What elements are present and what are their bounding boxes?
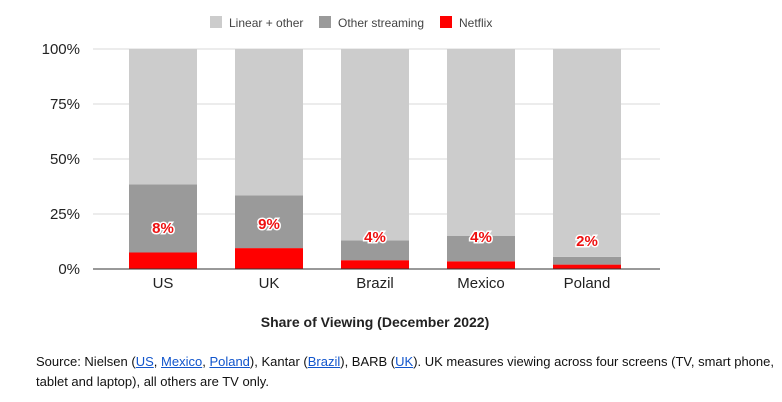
y-tick-label: 0% <box>58 261 80 278</box>
bars <box>129 49 621 269</box>
data-label: 4% <box>364 229 386 246</box>
bar-segment-other-streaming <box>235 195 303 249</box>
y-tick-label: 75% <box>50 96 80 113</box>
legend-label: Other streaming <box>338 16 424 30</box>
source-text: , <box>153 354 162 369</box>
legend-label: Linear + other <box>229 16 303 30</box>
bar-segment-other-streaming <box>553 256 621 265</box>
bar-segment-linear-other <box>553 49 621 257</box>
source-text: , <box>202 354 210 369</box>
x-tick-label: US <box>153 275 174 292</box>
legend-label: Netflix <box>459 16 492 30</box>
legend: Linear + other Other streaming Netflix <box>210 16 492 30</box>
legend-swatch <box>319 16 331 28</box>
source-link-uk[interactable]: UK <box>395 354 414 369</box>
source-note: Source: Nielsen (US, Mexico, Poland), Ka… <box>36 352 780 392</box>
bar-segment-other-streaming <box>447 236 515 262</box>
x-tick-label: Mexico <box>457 275 505 292</box>
source-link-poland[interactable]: Poland <box>209 354 250 369</box>
data-label: 8% <box>152 220 174 237</box>
source-text: ). UK measures viewing across four scree… <box>36 354 774 389</box>
source-text: ), Kantar ( <box>249 354 308 369</box>
source-link-mexico[interactable]: Mexico <box>161 354 203 369</box>
data-label: 2% <box>576 233 598 250</box>
x-axis: US UK Brazil Mexico Poland <box>153 275 611 292</box>
bar-segment-netflix <box>553 264 621 269</box>
x-tick-label: Poland <box>564 275 611 292</box>
source-text: Source: Nielsen ( <box>36 354 136 369</box>
bar-segment-netflix <box>235 248 303 269</box>
y-tick-label: 100% <box>42 41 80 58</box>
data-labels: 8% 9% 4% 4% 2% <box>151 215 600 252</box>
bar-segment-linear-other <box>447 49 515 236</box>
data-label: 4% <box>470 229 492 246</box>
bar-segment-other-streaming <box>341 240 409 261</box>
y-tick-label: 50% <box>50 151 80 168</box>
x-axis-title: Share of Viewing (December 2022) <box>261 314 490 330</box>
x-tick-label: UK <box>259 275 280 292</box>
bar-segment-netflix <box>129 252 197 269</box>
source-link-brazil[interactable]: Brazil <box>307 354 341 369</box>
x-tick-label: Brazil <box>356 275 394 292</box>
bar-segment-linear-other <box>235 49 303 196</box>
source-text: ), BARB ( <box>340 354 396 369</box>
bar-segment-other-streaming <box>129 184 197 253</box>
y-tick-label: 25% <box>50 206 80 223</box>
bar-segment-netflix <box>341 260 409 269</box>
bar-segment-netflix <box>447 261 515 269</box>
bar-segment-linear-other <box>341 49 409 241</box>
y-axis: 0% 25% 50% 75% 100% <box>42 41 80 278</box>
legend-swatch <box>210 16 222 28</box>
stacked-bar-chart: Linear + other Other streaming Netflix 0% 2… <box>42 16 660 330</box>
legend-swatch <box>440 16 452 28</box>
source-link-us[interactable]: US <box>135 354 154 369</box>
bar-segment-linear-other <box>129 49 197 185</box>
data-label: 9% <box>258 216 280 233</box>
